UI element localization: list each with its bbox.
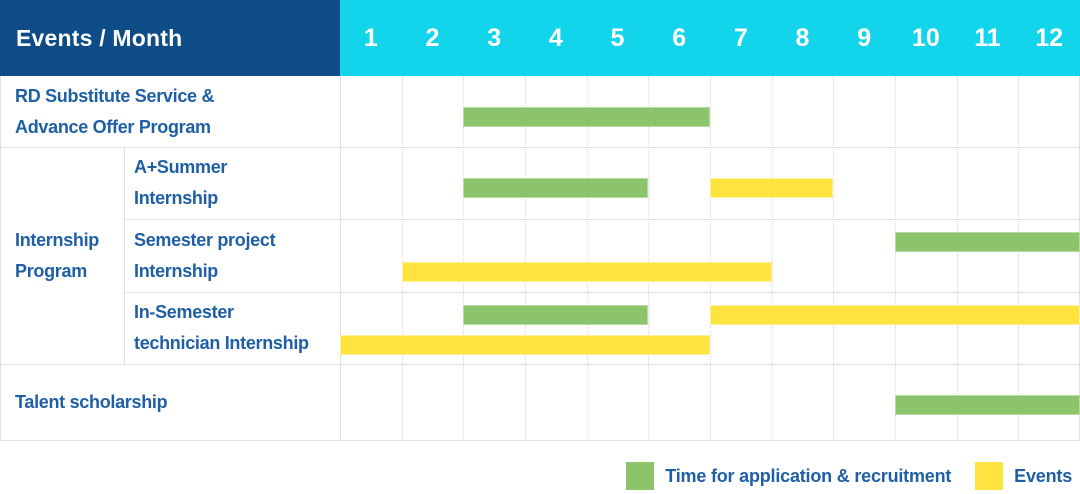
month-grid-line bbox=[833, 76, 835, 440]
month-label-10: 10 bbox=[911, 23, 940, 52]
month-grid-line bbox=[401, 76, 403, 440]
row-label-line: Internship bbox=[134, 188, 219, 208]
row-label-line: Internship bbox=[134, 260, 219, 281]
month-grid-line bbox=[956, 76, 958, 440]
month-header-strip bbox=[340, 0, 1080, 76]
legend-swatch-events bbox=[975, 462, 1004, 490]
gantt-bar-application-in-semester-technician-internship bbox=[463, 305, 649, 325]
month-label-12: 12 bbox=[1035, 23, 1064, 52]
row-label-line: Semester project bbox=[134, 229, 276, 250]
row-border bbox=[0, 364, 1080, 365]
group-label-internship-program: Internship Program bbox=[15, 147, 99, 364]
gantt-bar-events-a-plus-summer-internship bbox=[710, 178, 834, 198]
month-label-11: 11 bbox=[974, 23, 1001, 52]
month-grid-line bbox=[586, 76, 588, 440]
gantt-bar-events-semester-project-internship bbox=[401, 262, 772, 282]
row-label-line: RD Substitute Service & bbox=[15, 85, 215, 106]
row-border bbox=[124, 292, 1080, 293]
month-label-9: 9 bbox=[857, 23, 872, 52]
group-label-line: Program bbox=[15, 260, 87, 281]
month-label-2: 2 bbox=[425, 23, 440, 52]
column-border bbox=[124, 147, 125, 364]
row-label-in-semester-technician-internship: In-Semester technician Internship bbox=[134, 292, 309, 364]
gantt-bar-application-semester-project-internship bbox=[895, 232, 1080, 252]
header-events-month-cell: Events / Month bbox=[0, 0, 340, 76]
row-label-line: A+Summer bbox=[134, 157, 228, 177]
row-label-line: technician Internship bbox=[134, 333, 309, 353]
row-label-line: Talent scholarship bbox=[15, 391, 168, 412]
page-title: Events / Month bbox=[16, 24, 183, 51]
row-border bbox=[124, 219, 1080, 220]
month-label-7: 7 bbox=[733, 23, 748, 52]
row-label-semester-project-internship: Semester project Internship bbox=[134, 219, 276, 292]
row-label-rd-substitute-advance-offer: RD Substitute Service & Advance Offer Pro… bbox=[15, 76, 214, 147]
legend-swatch-application bbox=[626, 462, 655, 490]
month-label-5: 5 bbox=[610, 23, 625, 52]
legend: Time for application & recruitment Event… bbox=[626, 461, 1072, 491]
month-grid-line bbox=[1018, 76, 1020, 440]
row-label-line: In-Semester bbox=[134, 302, 234, 322]
month-grid-line bbox=[710, 76, 711, 440]
row-label-a-plus-summer-internship: A+Summer Internship bbox=[134, 147, 227, 219]
month-label-8: 8 bbox=[795, 23, 810, 52]
row-label-talent-scholarship: Talent scholarship bbox=[15, 364, 168, 440]
gantt-bar-application-rd-substitute-advance-offer bbox=[463, 107, 710, 127]
month-label-1: 1 bbox=[363, 23, 378, 52]
row-label-line: Advance Offer Program bbox=[15, 116, 211, 137]
month-label-6: 6 bbox=[672, 23, 687, 52]
month-grid-line bbox=[648, 76, 650, 440]
row-border bbox=[0, 440, 1080, 441]
month-label-3: 3 bbox=[487, 23, 502, 52]
month-label-4: 4 bbox=[548, 23, 563, 52]
group-label-line: Internship bbox=[15, 229, 100, 250]
gantt-bar-events-in-semester-technician-internship bbox=[340, 335, 710, 355]
month-grid-line bbox=[525, 76, 526, 440]
legend-label-events: Events bbox=[1014, 465, 1072, 486]
gantt-bar-application-a-plus-summer-internship bbox=[463, 178, 649, 198]
column-border bbox=[0, 76, 1, 440]
month-grid-line bbox=[463, 76, 465, 440]
row-border bbox=[0, 147, 1080, 148]
gantt-bar-application-talent-scholarship bbox=[895, 395, 1080, 415]
month-grid-line bbox=[895, 76, 896, 440]
column-border bbox=[340, 76, 341, 440]
legend-label-application: Time for application & recruitment bbox=[665, 465, 952, 486]
month-grid-line bbox=[771, 76, 773, 440]
gantt-bar-events-in-semester-technician-internship bbox=[710, 305, 1080, 325]
